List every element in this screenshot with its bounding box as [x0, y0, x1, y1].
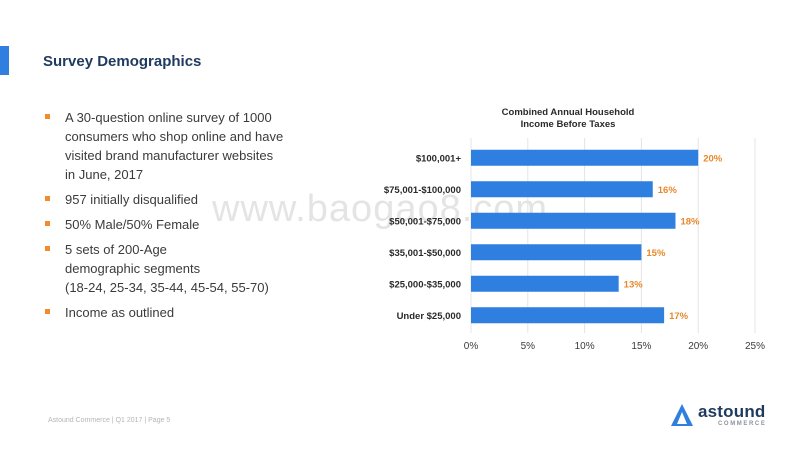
bullet-text: A 30-question online survey of 1000 — [65, 110, 272, 125]
x-tick-label: 25% — [745, 341, 765, 352]
bullet-item: Income as outlined — [45, 303, 315, 322]
data-label: 17% — [669, 311, 689, 322]
bar — [471, 149, 699, 166]
bullet-marker-icon — [45, 246, 50, 251]
x-tick-label: 0% — [464, 341, 479, 352]
bullet-text: demographic segments — [65, 261, 201, 276]
bullet-text: Income as outlined — [65, 305, 175, 320]
bullet-text: 957 initially disqualified — [65, 192, 198, 207]
logo-wordmark: astound — [698, 402, 766, 421]
bullet-text: 5 sets of 200-Age — [65, 242, 167, 257]
title-accent-bar — [0, 46, 9, 75]
bullet-item: 957 initially disqualified — [45, 190, 315, 209]
data-label: 15% — [646, 248, 666, 259]
chart-title: Income Before Taxes — [521, 119, 616, 130]
bullet-marker-icon — [45, 221, 50, 226]
category-label: $100,001+ — [416, 153, 462, 164]
x-tick-label: 20% — [688, 341, 708, 352]
category-label: Under $25,000 — [397, 311, 461, 322]
bar — [471, 181, 653, 198]
bullet-marker-icon — [45, 196, 50, 201]
data-label: 20% — [703, 153, 723, 164]
data-label: 16% — [658, 185, 678, 196]
category-label: $35,001-$50,000 — [389, 248, 461, 259]
bullet-item: A 30-question online survey of 1000 cons… — [45, 108, 315, 184]
bullet-text: visited brand manufacturer websites — [65, 148, 274, 163]
bar — [471, 212, 676, 229]
bullet-text: (18-24, 25-34, 35-44, 45-54, 55-70) — [65, 280, 269, 295]
bullet-text: consumers who shop online and have — [65, 129, 284, 144]
bullet-text: 50% Male/50% Female — [65, 217, 200, 232]
x-tick-label: 10% — [575, 341, 595, 352]
bar — [471, 244, 642, 261]
bullet-marker-icon — [45, 309, 50, 314]
category-label: $75,001-$100,000 — [384, 185, 461, 196]
astound-logo: astound COMMERCE — [670, 402, 770, 432]
category-label: $25,000-$35,000 — [389, 279, 461, 290]
footer-text: Astound Commerce | Q1 2017 | Page 5 — [48, 417, 171, 424]
data-label: 13% — [624, 279, 644, 290]
chart-title: Combined Annual Household — [502, 107, 635, 118]
bullet-text: in June, 2017 — [65, 167, 144, 182]
bar — [471, 307, 665, 324]
category-label: $50,001-$75,000 — [389, 216, 461, 227]
slide-title: Survey Demographics — [43, 53, 202, 70]
bullet-item: 5 sets of 200-Age demographic segments (… — [45, 240, 315, 297]
logo-subtitle: COMMERCE — [718, 421, 767, 427]
x-tick-label: 15% — [631, 341, 651, 352]
data-label: 18% — [680, 216, 700, 227]
bullet-list: A 30-question online survey of 1000 cons… — [45, 108, 315, 328]
x-tick-label: 5% — [521, 341, 536, 352]
bullet-marker-icon — [45, 114, 50, 119]
logo-triangle-icon — [671, 404, 693, 426]
bullet-item: 50% Male/50% Female — [45, 215, 315, 234]
bar — [471, 275, 619, 292]
